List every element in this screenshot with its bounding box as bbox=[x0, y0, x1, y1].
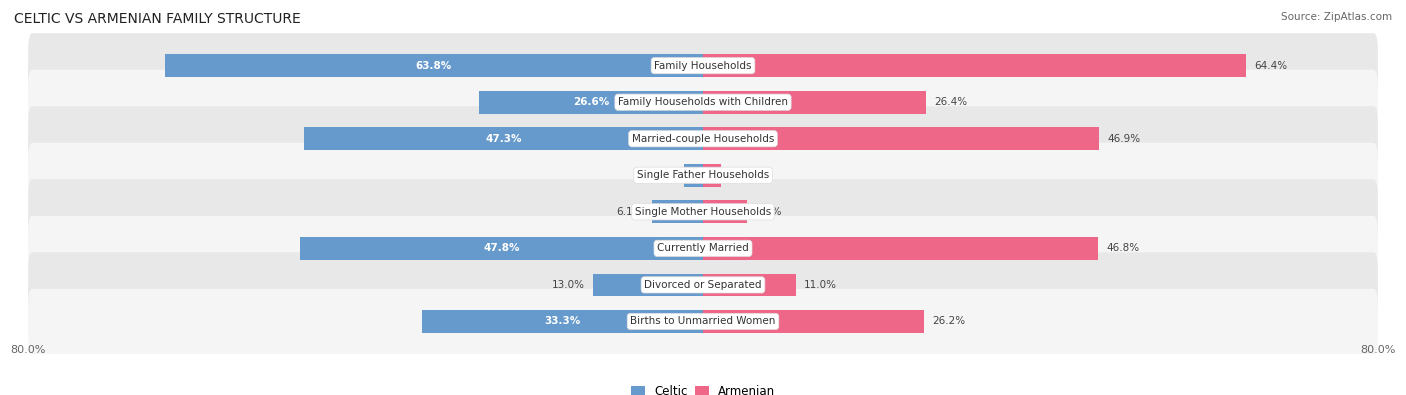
Text: Married-couple Households: Married-couple Households bbox=[631, 134, 775, 144]
Text: 11.0%: 11.0% bbox=[804, 280, 837, 290]
Text: 26.4%: 26.4% bbox=[934, 97, 967, 107]
Bar bbox=[703, 274, 796, 296]
Text: 6.1%: 6.1% bbox=[617, 207, 643, 217]
FancyBboxPatch shape bbox=[28, 216, 1378, 281]
Text: 46.9%: 46.9% bbox=[1107, 134, 1140, 144]
Text: 47.8%: 47.8% bbox=[484, 243, 520, 253]
FancyBboxPatch shape bbox=[28, 179, 1378, 245]
FancyBboxPatch shape bbox=[28, 70, 1378, 135]
Bar bbox=[703, 310, 924, 333]
Text: 46.8%: 46.8% bbox=[1107, 243, 1139, 253]
Text: Divorced or Separated: Divorced or Separated bbox=[644, 280, 762, 290]
Text: CELTIC VS ARMENIAN FAMILY STRUCTURE: CELTIC VS ARMENIAN FAMILY STRUCTURE bbox=[14, 12, 301, 26]
FancyBboxPatch shape bbox=[28, 106, 1378, 171]
Bar bbox=[683, 164, 703, 186]
Bar bbox=[299, 237, 703, 260]
Text: Currently Married: Currently Married bbox=[657, 243, 749, 253]
Text: 2.3%: 2.3% bbox=[648, 170, 675, 180]
Text: 47.3%: 47.3% bbox=[485, 134, 522, 144]
Text: Family Households with Children: Family Households with Children bbox=[619, 97, 787, 107]
Text: Single Mother Households: Single Mother Households bbox=[636, 207, 770, 217]
FancyBboxPatch shape bbox=[28, 252, 1378, 318]
Bar bbox=[703, 237, 1098, 260]
Text: 13.0%: 13.0% bbox=[553, 280, 585, 290]
FancyBboxPatch shape bbox=[28, 289, 1378, 354]
Bar bbox=[703, 201, 747, 223]
Text: Source: ZipAtlas.com: Source: ZipAtlas.com bbox=[1281, 12, 1392, 22]
Bar bbox=[703, 164, 721, 186]
Bar bbox=[304, 128, 703, 150]
Text: Family Households: Family Households bbox=[654, 61, 752, 71]
Text: 26.6%: 26.6% bbox=[572, 97, 609, 107]
FancyBboxPatch shape bbox=[28, 143, 1378, 208]
Text: 64.4%: 64.4% bbox=[1254, 61, 1288, 71]
Legend: Celtic, Armenian: Celtic, Armenian bbox=[631, 385, 775, 395]
FancyBboxPatch shape bbox=[28, 33, 1378, 98]
Text: 2.1%: 2.1% bbox=[730, 170, 755, 180]
Text: Births to Unmarried Women: Births to Unmarried Women bbox=[630, 316, 776, 326]
Bar bbox=[422, 310, 703, 333]
Bar bbox=[703, 128, 1098, 150]
Bar bbox=[165, 55, 703, 77]
Bar bbox=[703, 55, 1246, 77]
Bar bbox=[593, 274, 703, 296]
Text: 5.2%: 5.2% bbox=[755, 207, 782, 217]
Bar bbox=[651, 201, 703, 223]
Text: Single Father Households: Single Father Households bbox=[637, 170, 769, 180]
Bar bbox=[478, 91, 703, 113]
Bar bbox=[703, 91, 925, 113]
Text: 26.2%: 26.2% bbox=[932, 316, 966, 326]
Text: 63.8%: 63.8% bbox=[416, 61, 451, 71]
Text: 33.3%: 33.3% bbox=[544, 316, 581, 326]
